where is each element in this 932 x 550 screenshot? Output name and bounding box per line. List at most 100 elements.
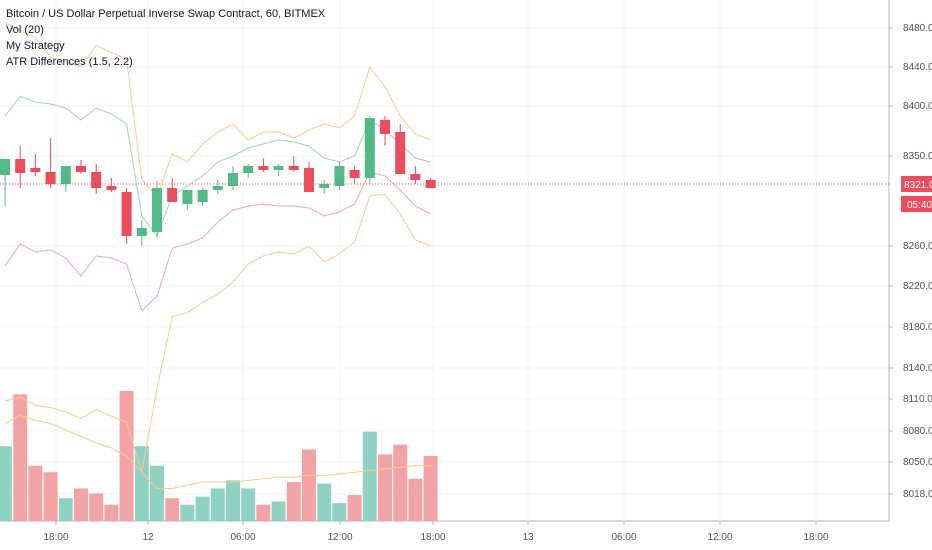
- last-price-label: 8321.0: [904, 180, 932, 191]
- volume-bar: [317, 483, 332, 521]
- candle-body[interactable]: [243, 166, 254, 173]
- volume-bar: [332, 503, 347, 521]
- time-tick-label: 18:00: [43, 532, 68, 543]
- volume-bar: [58, 498, 73, 521]
- candle-body[interactable]: [258, 166, 269, 170]
- price-tick-label: 8350.0: [903, 151, 932, 162]
- volume-bar: [89, 493, 104, 521]
- volume-ma-path: [4, 414, 431, 489]
- candle-body[interactable]: [212, 186, 223, 190]
- time-tick-label: 12: [142, 532, 154, 543]
- candle-body[interactable]: [395, 132, 406, 174]
- band-lines: [4, 22, 431, 473]
- price-tick-label: 8180.0: [903, 322, 932, 333]
- volume-bar: [134, 446, 149, 521]
- candle-body[interactable]: [304, 168, 314, 192]
- price-tick-label: 8440.0: [903, 62, 932, 73]
- atr-upper-inner-line: [4, 95, 431, 238]
- volume-bar: [0, 446, 12, 521]
- volume-bar: [43, 472, 58, 521]
- volume-bar: [271, 501, 286, 521]
- atr-upper-outer-line: [4, 22, 431, 197]
- atr-indicator-label[interactable]: ATR Differences (1.5, 2.2): [6, 56, 133, 68]
- candle-body[interactable]: [349, 170, 360, 178]
- candle-body[interactable]: [121, 192, 132, 236]
- atr-lower-inner-line: [4, 171, 431, 312]
- volume-bar: [347, 495, 362, 521]
- volume-bar: [226, 480, 240, 521]
- candle-body[interactable]: [30, 168, 41, 172]
- candle-body[interactable]: [410, 174, 421, 180]
- price-tick-label: 8080.0: [903, 426, 932, 437]
- volume-bar: [74, 488, 88, 521]
- volume-bar: [423, 456, 438, 521]
- candle-body[interactable]: [106, 186, 117, 190]
- time-tick-label: 06:00: [611, 532, 636, 543]
- volume-bar: [165, 498, 180, 521]
- price-tick-label: 8260.0: [903, 241, 932, 252]
- candle-body[interactable]: [45, 172, 56, 184]
- price-tick-label: 8018.0: [903, 489, 932, 500]
- candle-body[interactable]: [319, 184, 330, 188]
- volume-bars: [0, 391, 438, 521]
- time-axis-ticks: 18:00 12 06:00 12:00 18:00 13 06:00 12:00 18:00: [43, 521, 829, 543]
- price-axis-ticks: 8480.0 8440.0 8400.0 8350.0 8260.0 8220.0 8180…: [889, 23, 932, 500]
- time-tick-label: 12:00: [707, 532, 732, 543]
- volume-bar: [408, 478, 423, 521]
- volume-bar: [180, 504, 195, 521]
- candle-body[interactable]: [15, 159, 26, 173]
- candle-body[interactable]: [60, 166, 71, 184]
- volume-bar: [378, 454, 392, 521]
- price-tick-label: 8220.0: [903, 281, 932, 292]
- candle-body[interactable]: [91, 172, 102, 188]
- countdown-label: 05:40: [907, 200, 932, 211]
- candle-body[interactable]: [76, 166, 86, 172]
- atr-lower-outer-line: [4, 193, 431, 473]
- symbol-title[interactable]: Bitcoin / US Dollar Perpetual Inverse Sw…: [6, 8, 326, 20]
- candle-body[interactable]: [288, 166, 299, 170]
- candle-body[interactable]: [167, 188, 178, 202]
- volume-indicator-label[interactable]: Vol (20): [6, 24, 44, 36]
- candle-body[interactable]: [228, 173, 238, 186]
- volume-bar: [195, 496, 210, 521]
- chart-legend: Bitcoin / US Dollar Perpetual Inverse Sw…: [6, 6, 325, 70]
- time-tick-label: 13: [522, 532, 534, 543]
- time-tick-label: 12:00: [327, 532, 352, 543]
- candle-body[interactable]: [182, 190, 193, 204]
- countdown-badge: [901, 196, 932, 212]
- candle-body[interactable]: [197, 190, 208, 202]
- candle-body[interactable]: [0, 159, 10, 175]
- candle-body[interactable]: [425, 180, 436, 188]
- candle-body[interactable]: [273, 166, 284, 170]
- strategy-label[interactable]: My Strategy: [6, 40, 65, 52]
- price-tick-label: 8050.0: [903, 457, 932, 468]
- volume-ma-line: [4, 414, 431, 489]
- last-price-badge: [901, 176, 932, 192]
- time-tick-label: 18:00: [420, 532, 445, 543]
- volume-bar: [241, 488, 256, 521]
- volume-bar: [393, 444, 408, 521]
- candle-body[interactable]: [334, 166, 345, 186]
- volume-bar: [302, 449, 316, 521]
- price-tick-label: 8480.0: [903, 23, 932, 34]
- volume-bar: [256, 504, 271, 521]
- candle-body[interactable]: [364, 118, 375, 178]
- candle-body[interactable]: [380, 120, 390, 134]
- volume-bar: [28, 465, 43, 521]
- volume-bar: [362, 431, 377, 521]
- time-tick-label: 06:00: [230, 532, 255, 543]
- candle-body[interactable]: [136, 228, 147, 236]
- last-price-marker: 8321.0 05:40: [0, 176, 932, 212]
- price-tick-label: 8110.0: [903, 394, 932, 405]
- volume-bar: [150, 465, 164, 521]
- volume-bar: [13, 394, 28, 521]
- volume-bar: [286, 482, 301, 521]
- price-tick-label: 8400.0: [903, 101, 932, 112]
- price-tick-label: 8140.0: [903, 363, 932, 374]
- candle-body[interactable]: [152, 188, 162, 232]
- candles: [0, 116, 436, 246]
- time-tick-label: 18:00: [803, 532, 828, 543]
- volume-bar: [104, 504, 119, 521]
- volume-bar: [210, 488, 225, 521]
